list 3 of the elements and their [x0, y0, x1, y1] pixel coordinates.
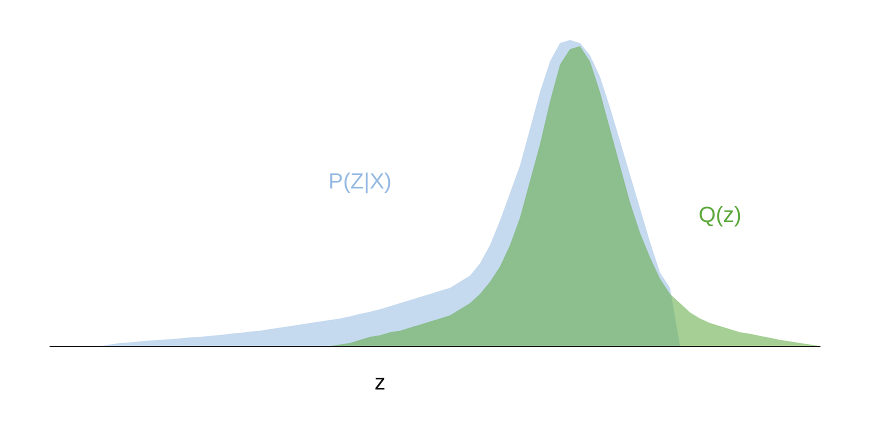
text: Q(z)	[698, 202, 742, 227]
x-axis-title: z	[374, 370, 386, 394]
text: P(Z|X)	[328, 168, 392, 194]
